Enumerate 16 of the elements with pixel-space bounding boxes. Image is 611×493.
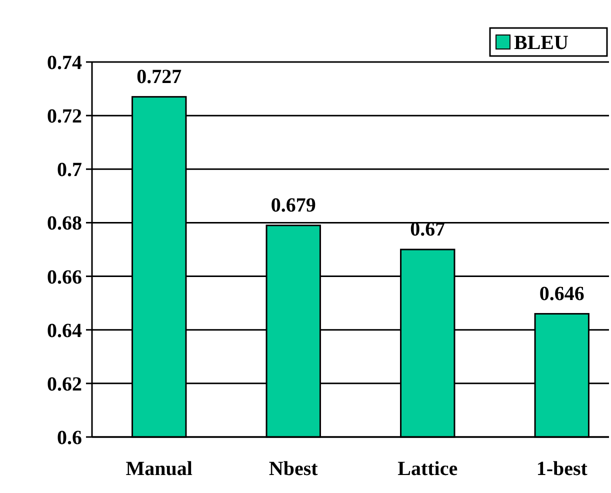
y-tick-label: 0.6: [57, 427, 82, 449]
x-tick-label: Nbest: [268, 458, 318, 480]
data-label: 0.679: [270, 194, 316, 216]
x-tick-label: 1-best: [536, 458, 588, 480]
y-tick-label: 0.7: [57, 159, 82, 182]
y-tick-label: 0.68: [47, 212, 82, 235]
y-tick-label: 0.72: [47, 106, 82, 128]
x-tick-label: Manual: [126, 458, 193, 480]
x-tick-label: Lattice: [398, 458, 458, 480]
y-tick-label: 0.64: [47, 320, 82, 342]
legend-label: BLEU: [514, 32, 568, 54]
data-label: 0.646: [539, 282, 584, 305]
y-tick-label: 0.62: [47, 373, 82, 396]
data-label: 0.727: [136, 66, 182, 88]
y-tick-label: 0.66: [47, 266, 82, 288]
y-tick-label: 0.74: [47, 52, 82, 74]
